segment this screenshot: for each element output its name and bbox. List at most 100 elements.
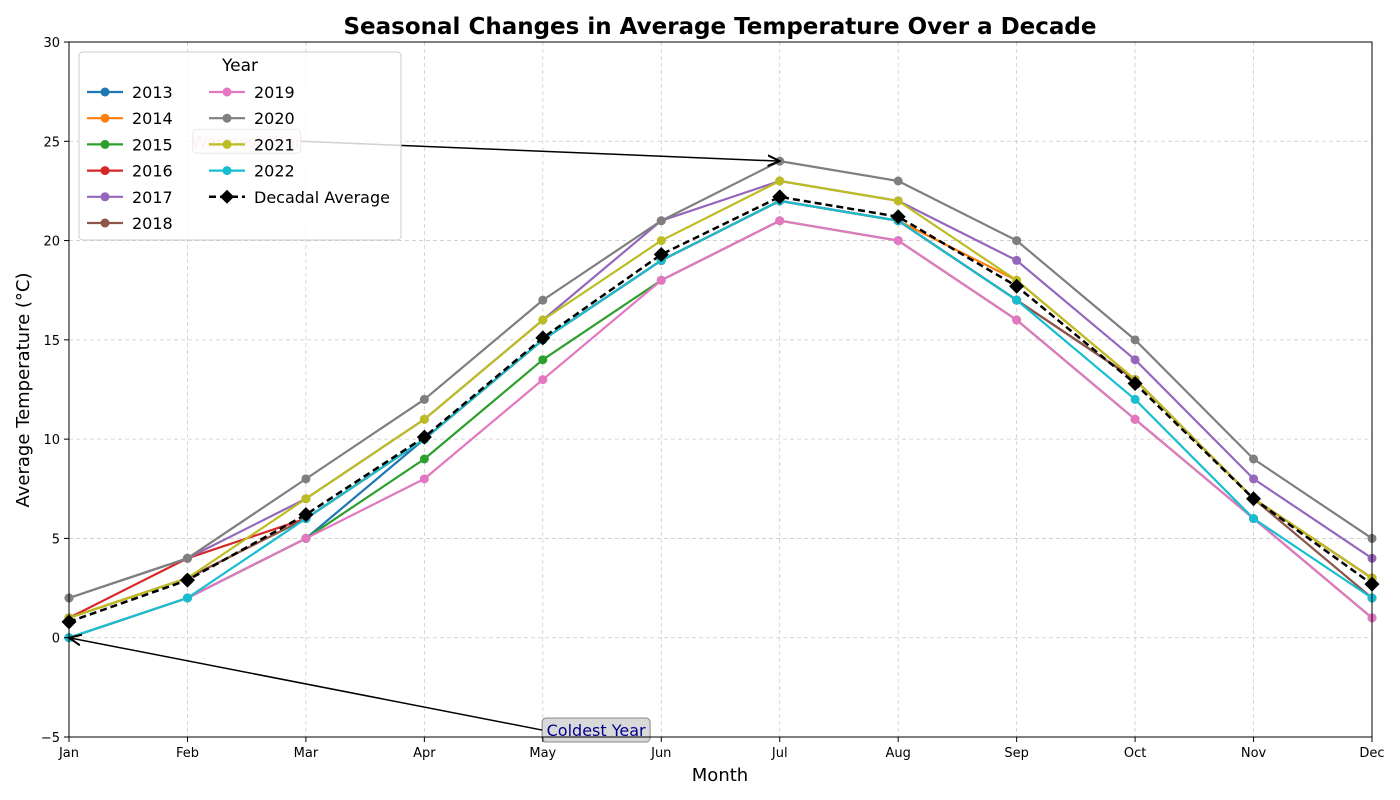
x-tick-label: Jul — [771, 746, 788, 761]
x-tick-label: Dec — [1359, 746, 1384, 761]
data-point-2017 — [1012, 255, 1022, 265]
x-tick-label: Mar — [294, 746, 319, 761]
y-tick-label: 20 — [43, 235, 60, 250]
series-2018 — [64, 196, 1377, 623]
series-2013 — [64, 196, 1377, 643]
data-point-2020 — [419, 394, 429, 404]
data-point-2019 — [893, 236, 903, 246]
data-point-2020 — [1012, 236, 1022, 246]
x-tick-label: Jun — [650, 746, 671, 761]
data-point-2020 — [1130, 335, 1140, 345]
series-line-2022 — [68, 199, 1373, 639]
y-tick-label: 0 — [52, 632, 60, 647]
legend-swatch-marker — [222, 113, 232, 123]
legend-swatch-marker — [220, 189, 234, 204]
legend-swatch-marker — [222, 166, 232, 176]
average-point — [1009, 278, 1025, 294]
average-point — [298, 507, 314, 523]
data-point-2019 — [775, 216, 785, 226]
legend-swatch-marker — [100, 113, 110, 123]
average-point — [890, 209, 906, 225]
data-point-2020 — [893, 176, 903, 186]
legend-swatch-marker — [100, 87, 110, 97]
series-line-2021 — [68, 179, 1373, 619]
average-point — [179, 572, 195, 588]
data-point-2020 — [301, 474, 311, 484]
legend-entry-2013: 2013 — [87, 83, 173, 102]
series-line-2013 — [68, 199, 1373, 639]
data-point-2020 — [538, 295, 548, 305]
legend-label: 2014 — [132, 109, 173, 128]
data-point-2017 — [1130, 355, 1140, 365]
series-line-2017 — [68, 179, 1373, 600]
x-tick-label: Feb — [176, 746, 199, 761]
legend-swatch-marker — [222, 139, 232, 149]
legend-title: Year — [221, 56, 258, 76]
series-line-2018 — [68, 199, 1373, 619]
legend-label: 2022 — [254, 162, 295, 181]
legend-entry-2019: 2019 — [209, 83, 295, 102]
legend-entry-2022: 2022 — [209, 162, 295, 181]
series-group — [61, 156, 1380, 643]
x-tick-label: Aug — [885, 746, 910, 761]
legend: Year 2013 2014 2015 2016 2017 2018 2019 2020 2021… — [78, 51, 402, 241]
axes: Jan Feb Mar Apr May Jun Jul Aug Sep Oct Nov Dec −5 0 5… — [41, 36, 1385, 761]
data-point-2022 — [1130, 394, 1140, 404]
data-point-2019 — [656, 275, 666, 285]
data-point-2022 — [1249, 514, 1259, 524]
data-point-2019 — [538, 375, 548, 385]
legend-entry-2016: 2016 — [87, 162, 173, 181]
series-2016 — [64, 196, 1377, 623]
series-2014 — [64, 196, 1377, 623]
legend-entry-2018: 2018 — [87, 214, 173, 233]
x-tick-label: Oct — [1124, 746, 1146, 761]
series-line-2020 — [68, 160, 1373, 600]
series-2022 — [64, 196, 1377, 643]
data-point-2019 — [1130, 414, 1140, 424]
annotation-label: Coldest Year — [547, 721, 646, 740]
legend-swatch-marker — [222, 87, 232, 97]
annotation-arrow — [69, 638, 543, 731]
data-point-2019 — [301, 533, 311, 543]
legend-label: 2019 — [254, 83, 295, 102]
x-tick-label: Jan — [58, 746, 79, 761]
y-tick-label: 5 — [52, 532, 60, 547]
data-point-2021 — [775, 176, 785, 186]
y-tick-label: 10 — [43, 433, 60, 448]
data-point-2020 — [182, 553, 192, 563]
chart-title: Seasonal Changes in Average Temperature … — [343, 14, 1096, 40]
series-2015 — [64, 216, 1377, 643]
legend-entry-2014: 2014 — [87, 109, 173, 128]
series-2020 — [64, 156, 1377, 603]
average-point — [772, 189, 788, 205]
legend-label: Decadal Average — [254, 188, 390, 207]
legend-entry-2017: 2017 — [87, 188, 173, 207]
series-2019 — [64, 216, 1377, 643]
legend-swatch-marker — [100, 218, 110, 228]
data-point-2017 — [1249, 474, 1259, 484]
y-tick-label: −5 — [41, 731, 60, 746]
annotation-1: Coldest Year — [69, 638, 651, 743]
data-point-2020 — [656, 216, 666, 226]
data-point-2021 — [419, 414, 429, 424]
average-point — [1127, 376, 1143, 392]
legend-label: 2018 — [132, 214, 173, 233]
legend-entry-2020: 2020 — [209, 109, 295, 128]
legend-label: 2016 — [132, 162, 173, 181]
legend-box — [78, 51, 402, 241]
average-point — [653, 246, 669, 262]
legend-entry-2015: 2015 — [87, 135, 173, 154]
average-point — [535, 330, 551, 346]
legend-swatch-marker — [100, 192, 110, 202]
series-line-2014 — [68, 199, 1373, 619]
y-axis-label: Average Temperature (°C) — [13, 273, 34, 508]
x-axis-label: Month — [692, 765, 748, 786]
series-2021 — [64, 176, 1377, 623]
data-point-2022 — [1012, 295, 1022, 305]
data-point-2015 — [419, 454, 429, 464]
data-point-2021 — [538, 315, 548, 325]
series-line-2019 — [68, 219, 1373, 639]
x-tick-label: Nov — [1241, 746, 1267, 761]
data-point-2021 — [893, 196, 903, 206]
